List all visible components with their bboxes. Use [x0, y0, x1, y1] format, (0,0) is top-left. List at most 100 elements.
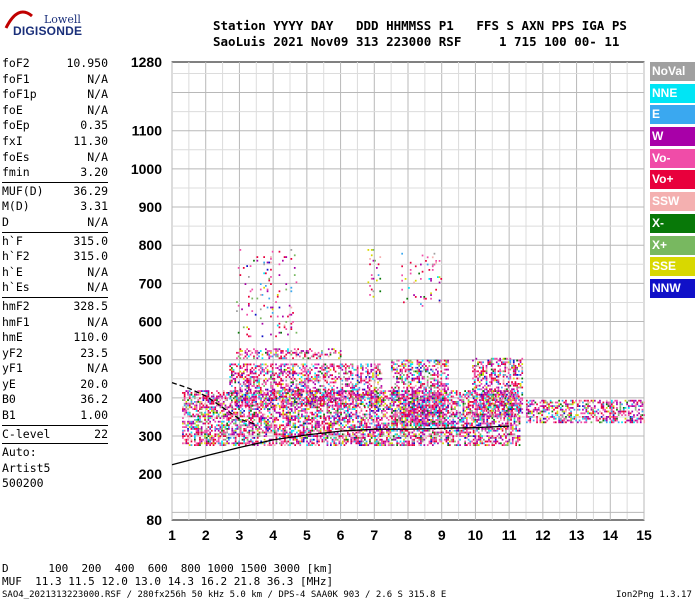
echo-mark — [195, 393, 198, 396]
echo-mark — [244, 376, 247, 378]
echo-mark — [437, 397, 439, 400]
echo-mark — [270, 401, 272, 404]
echo-mark — [316, 410, 319, 412]
echo-mark — [253, 419, 256, 421]
echo-mark — [197, 410, 200, 412]
echo-mark — [229, 383, 231, 386]
echo-mark — [483, 393, 485, 396]
echo-mark — [365, 417, 368, 419]
echo-mark — [293, 386, 296, 389]
echo-mark — [374, 440, 376, 443]
echo-mark — [418, 406, 420, 409]
echo-mark — [270, 413, 273, 416]
echo-mark — [211, 402, 213, 405]
echo-mark — [391, 386, 393, 389]
echo-mark — [243, 399, 245, 401]
echo-mark — [360, 363, 362, 366]
echo-mark — [347, 426, 349, 428]
echo-mark — [369, 438, 371, 441]
echo-mark — [216, 411, 218, 414]
echo-mark — [234, 435, 237, 437]
echo-mark — [255, 411, 257, 414]
echo-mark — [324, 374, 327, 377]
echo-mark — [207, 410, 210, 412]
echo-mark — [292, 415, 295, 418]
echo-mark — [253, 408, 256, 410]
echo-mark — [204, 397, 206, 400]
echo-mark — [273, 419, 276, 421]
echo-mark — [273, 431, 276, 434]
echo-mark — [246, 385, 248, 387]
echo-mark — [221, 426, 223, 428]
echo-mark — [248, 395, 251, 398]
echo-mark — [421, 390, 424, 392]
echo-mark — [182, 433, 184, 436]
echo-mark — [401, 377, 403, 380]
echo-mark — [372, 433, 375, 436]
echo-mark — [329, 399, 332, 402]
echo-mark — [279, 428, 281, 430]
echo-mark — [280, 385, 282, 387]
echo-mark — [505, 390, 507, 392]
echo-mark — [270, 365, 272, 368]
echo-mark — [384, 442, 387, 445]
echo-mark — [423, 429, 426, 432]
echo-mark — [381, 435, 383, 437]
echo-mark — [219, 417, 222, 419]
echo-mark — [244, 363, 247, 366]
echo-mark — [415, 395, 417, 398]
echo-mark — [517, 438, 519, 441]
echo-mark — [246, 363, 248, 366]
echo-mark — [318, 420, 320, 423]
echo-mark — [353, 440, 356, 443]
echo-mark — [241, 435, 244, 437]
echo-mark — [467, 392, 470, 394]
echo-mark — [505, 431, 507, 434]
echo-mark — [425, 370, 427, 373]
echo-mark — [309, 399, 311, 402]
echo-mark — [515, 442, 517, 445]
echo-mark — [188, 397, 191, 400]
echo-mark — [333, 411, 336, 414]
echo-mark — [389, 404, 392, 407]
echo-mark — [392, 399, 395, 401]
echo-mark — [268, 377, 271, 380]
echo-mark — [392, 375, 395, 378]
echo-mark — [294, 424, 296, 427]
echo-mark — [418, 361, 420, 364]
echo-mark — [381, 401, 383, 403]
echo-mark — [462, 411, 465, 414]
echo-mark — [295, 397, 298, 400]
echo-mark — [430, 399, 432, 402]
echo-mark — [486, 431, 489, 434]
echo-mark — [324, 392, 327, 394]
echo-mark — [503, 419, 506, 421]
echo-mark — [224, 397, 227, 400]
echo-mark — [236, 411, 239, 414]
echo-mark — [375, 429, 378, 432]
echo-mark — [409, 420, 412, 423]
echo-mark — [336, 406, 339, 409]
echo-mark — [297, 426, 300, 428]
echo-mark — [396, 420, 398, 423]
echo-mark — [493, 419, 495, 421]
echo-mark — [406, 390, 409, 393]
echo-mark — [387, 419, 390, 421]
echo-mark — [392, 422, 395, 425]
echo-mark — [377, 377, 379, 380]
echo-mark — [304, 385, 306, 387]
echo-mark — [486, 420, 489, 423]
echo-mark — [321, 440, 324, 443]
echo-mark — [413, 417, 415, 420]
echo-mark — [518, 415, 521, 418]
echo-mark — [187, 413, 189, 416]
echo-mark — [401, 442, 404, 445]
echo-mark — [350, 370, 352, 373]
echo-mark — [399, 393, 402, 396]
echo-mark — [335, 438, 337, 441]
echo-mark — [394, 390, 397, 393]
echo-mark — [214, 429, 217, 432]
echo-mark — [452, 395, 455, 398]
echo-mark — [488, 422, 490, 425]
